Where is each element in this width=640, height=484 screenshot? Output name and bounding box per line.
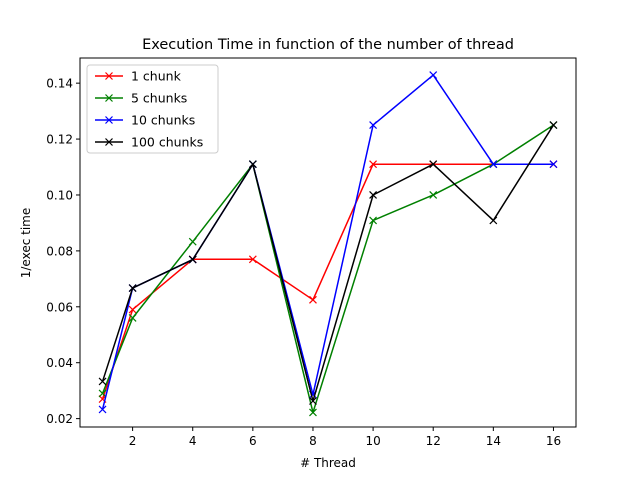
legend-item: 5 chunks [95, 91, 187, 106]
data-point [429, 71, 438, 79]
legend-label: 5 chunks [131, 91, 187, 106]
y-tick-label: 0.12 [46, 133, 73, 147]
x-axis-label: # Thread [300, 456, 356, 470]
data-point [369, 121, 378, 130]
data-point [309, 408, 317, 417]
data-point [549, 160, 558, 169]
series-line [101, 124, 554, 414]
x-tick-label: 10 [365, 434, 380, 448]
x-tick-label: 8 [309, 434, 317, 448]
y-axis-label: 1/exec time [19, 208, 33, 279]
data-point [128, 305, 137, 314]
data-point [188, 255, 197, 264]
plot-area [98, 71, 558, 417]
legend-item: 100 chunks [95, 135, 203, 150]
data-point [429, 191, 438, 199]
data-point [309, 397, 317, 405]
legend-box [86, 64, 219, 154]
y-tick-label: 0.14 [46, 77, 73, 91]
data-point [98, 405, 107, 414]
legend: 1 chunk 5 chunks 10 chunks 100 chunks [86, 64, 219, 154]
data-point [98, 377, 107, 386]
y-tick-label: 0.10 [46, 188, 73, 202]
chart-title: Execution Time in function of the number… [142, 37, 514, 53]
legend-item: 10 chunks [95, 113, 195, 128]
legend-item: 1 chunk [95, 69, 182, 84]
x-tick-label: 2 [129, 434, 137, 448]
x-tick-label: 6 [249, 434, 257, 448]
data-point [248, 255, 257, 264]
x-tick-label: 12 [426, 434, 441, 448]
x-tick-label: 14 [486, 434, 501, 448]
data-point [369, 216, 378, 225]
legend-label: 1 chunk [131, 69, 182, 84]
y-tick-label: 0.06 [46, 300, 73, 314]
axes: 2 4 6 8 10 12 14 16 0.02 0.04 0.06 0.08 0.10 0.12 0.14 [46, 77, 561, 448]
data-point [188, 237, 197, 246]
data-point [489, 216, 498, 225]
y-tick-label: 0.02 [46, 412, 73, 426]
y-tick-label: 0.08 [46, 244, 73, 258]
y-tick-label: 0.04 [46, 356, 73, 370]
data-point [128, 284, 137, 292]
data-point [248, 160, 257, 169]
series-line [101, 124, 555, 402]
plot-frame [79, 57, 577, 428]
data-point [309, 295, 317, 304]
data-point [369, 160, 378, 169]
data-point [549, 121, 558, 130]
data-point [128, 314, 137, 322]
x-tick-label: 4 [189, 434, 197, 448]
legend-label: 100 chunks [131, 135, 203, 150]
legend-label: 10 chunks [131, 113, 195, 128]
data-point [429, 160, 438, 169]
data-point [98, 389, 107, 398]
x-tick-label: 16 [546, 434, 561, 448]
data-point [369, 191, 378, 199]
data-point [489, 160, 498, 169]
